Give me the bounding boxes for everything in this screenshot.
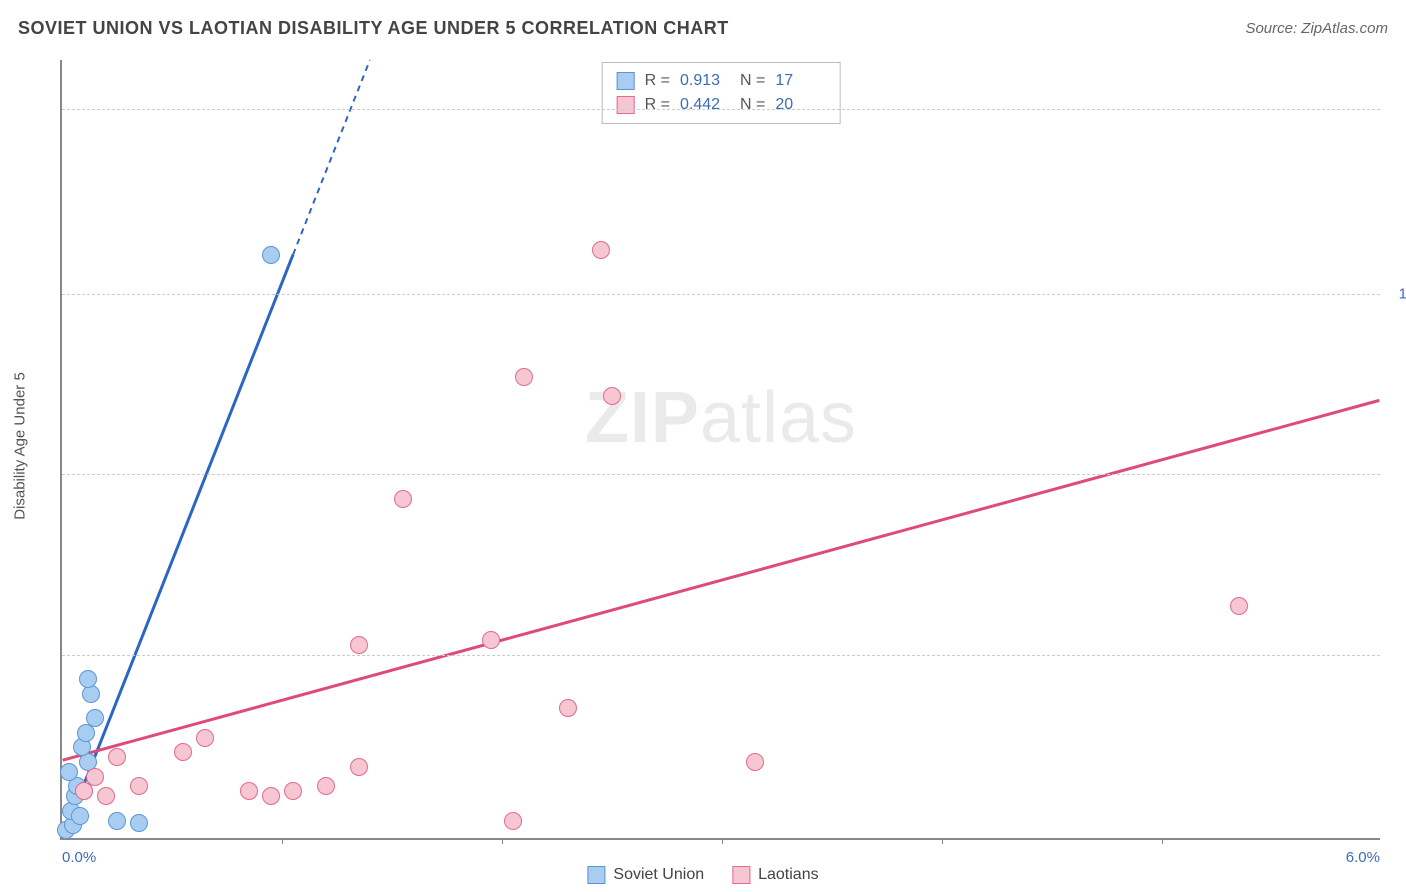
data-point-laotian — [482, 631, 500, 649]
data-point-laotian — [174, 743, 192, 761]
swatch-laotian — [617, 96, 635, 114]
data-point-laotian — [559, 699, 577, 717]
trend-lines-svg — [62, 60, 1380, 838]
n-label: N = — [740, 69, 765, 93]
gridline-horizontal — [62, 109, 1380, 110]
data-point-soviet — [108, 812, 126, 830]
r-value: 0.913 — [680, 69, 730, 93]
source-attribution: Source: ZipAtlas.com — [1245, 20, 1388, 37]
n-value: 20 — [775, 93, 825, 117]
data-point-laotian — [504, 812, 522, 830]
legend-swatch-soviet — [587, 866, 605, 884]
data-point-laotian — [284, 782, 302, 800]
data-point-laotian — [1230, 597, 1248, 615]
legend-label: Laotians — [758, 866, 819, 884]
legend-swatch-laotian — [732, 866, 750, 884]
x-tick-mark — [282, 838, 283, 844]
n-value: 17 — [775, 69, 825, 93]
data-point-soviet — [86, 709, 104, 727]
y-axis-label: Disability Age Under 5 — [12, 372, 29, 520]
x-tick-mark — [942, 838, 943, 844]
data-point-laotian — [97, 787, 115, 805]
data-point-soviet — [79, 670, 97, 688]
x-tick-mark — [722, 838, 723, 844]
data-point-laotian — [196, 729, 214, 747]
title-bar: SOVIET UNION VS LAOTIAN DISABILITY AGE U… — [18, 18, 1388, 39]
r-label: R = — [645, 93, 670, 117]
data-point-laotian — [262, 787, 280, 805]
y-tick-label: 3.8% — [1385, 646, 1406, 663]
stats-row-laotian: R = 0.442 N = 20 — [617, 93, 826, 117]
watermark-bold: ZIP — [585, 378, 700, 458]
data-point-soviet — [130, 814, 148, 832]
gridline-horizontal — [62, 655, 1380, 656]
legend-item-soviet: Soviet Union — [587, 866, 704, 884]
stats-row-soviet: R = 0.913 N = 17 — [617, 69, 826, 93]
correlation-stats-box: R = 0.913 N = 17 R = 0.442 N = 20 — [602, 62, 841, 124]
watermark-rest: atlas — [700, 378, 857, 458]
y-tick-label: 11.2% — [1385, 286, 1406, 303]
r-label: R = — [645, 69, 670, 93]
gridline-horizontal — [62, 474, 1380, 475]
x-tick-label-max: 6.0% — [1346, 849, 1380, 866]
chart-title: SOVIET UNION VS LAOTIAN DISABILITY AGE U… — [18, 18, 729, 39]
data-point-laotian — [86, 768, 104, 786]
legend-item-laotian: Laotians — [732, 866, 819, 884]
data-point-laotian — [592, 241, 610, 259]
data-point-laotian — [350, 636, 368, 654]
data-point-laotian — [394, 490, 412, 508]
data-point-laotian — [746, 753, 764, 771]
n-label: N = — [740, 93, 765, 117]
bottom-legend: Soviet Union Laotians — [587, 866, 818, 884]
data-point-laotian — [515, 368, 533, 386]
x-tick-mark — [1162, 838, 1163, 844]
data-point-soviet — [262, 246, 280, 264]
data-point-laotian — [130, 777, 148, 795]
data-point-laotian — [603, 387, 621, 405]
r-value: 0.442 — [680, 93, 730, 117]
plot-area: ZIPatlas R =0.913N =17R =0.442N =20 3.8%… — [60, 60, 1380, 840]
swatch-soviet — [617, 72, 635, 90]
legend-label: Soviet Union — [613, 866, 704, 884]
data-point-soviet — [71, 807, 89, 825]
gridline-horizontal — [62, 294, 1380, 295]
x-tick-mark — [502, 838, 503, 844]
data-point-laotian — [108, 748, 126, 766]
data-point-laotian — [75, 782, 93, 800]
y-tick-label: 7.5% — [1385, 466, 1406, 483]
data-point-laotian — [240, 782, 258, 800]
data-point-soviet — [60, 763, 78, 781]
watermark: ZIPatlas — [585, 377, 857, 459]
data-point-laotian — [317, 777, 335, 795]
x-tick-label-min: 0.0% — [62, 849, 96, 866]
data-point-laotian — [350, 758, 368, 776]
